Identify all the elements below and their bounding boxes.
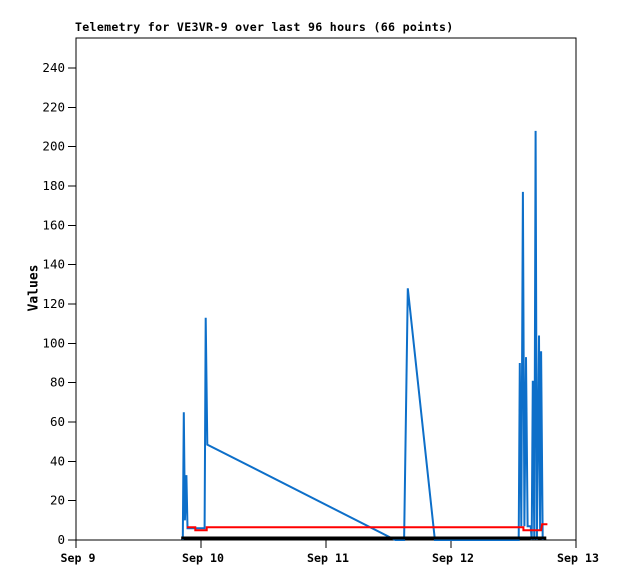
series-telemetry-value-red xyxy=(186,523,548,532)
y-tick-label: 160 xyxy=(42,217,65,232)
x-tick-label: Sep 13 xyxy=(557,551,599,565)
y-tick-label: 220 xyxy=(42,99,65,114)
chart-title: Telemetry for VE3VR-9 over last 96 hours… xyxy=(75,20,454,34)
series-telemetry-value-blue xyxy=(181,130,544,541)
x-tick-label: Sep 10 xyxy=(182,551,224,565)
y-tick-label: 20 xyxy=(50,493,65,508)
y-tick-label: 40 xyxy=(50,453,65,468)
x-tick-label: Sep 11 xyxy=(307,551,349,565)
y-tick-label: 100 xyxy=(42,335,65,350)
y-tick-label: 0 xyxy=(57,532,65,547)
y-tick-label: 120 xyxy=(42,296,65,311)
y-tick-label: 140 xyxy=(42,257,65,272)
y-tick-label: 80 xyxy=(50,375,65,390)
y-tick-label: 200 xyxy=(42,139,65,154)
plot-border xyxy=(75,37,577,541)
y-tick-label: 240 xyxy=(42,60,65,75)
x-tick-label: Sep 12 xyxy=(432,551,474,565)
x-tick-label: Sep 9 xyxy=(61,551,96,565)
y-tick-label: 180 xyxy=(42,178,65,193)
y-tick-label: 60 xyxy=(50,414,65,429)
